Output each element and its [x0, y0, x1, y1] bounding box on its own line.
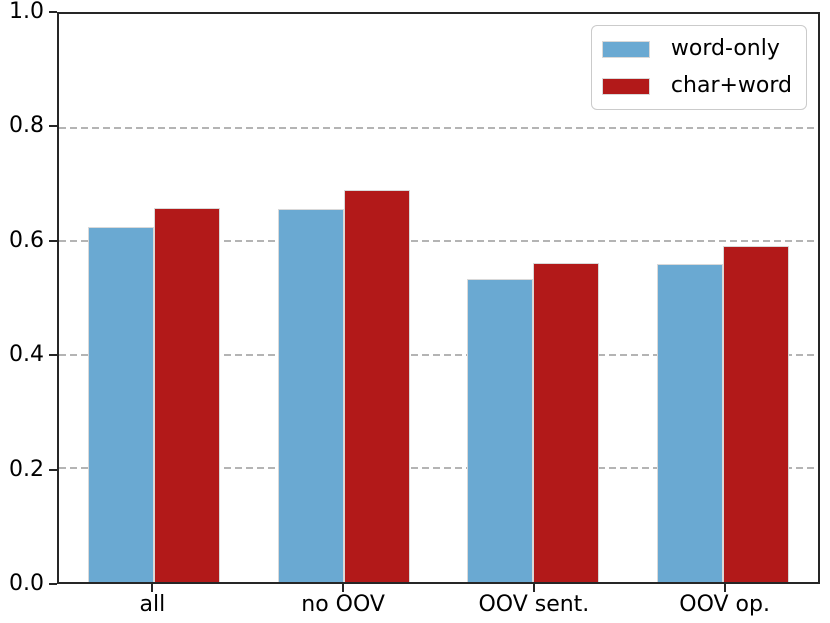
bar-group-oov-sent-: [439, 14, 629, 582]
x-tick-label: all: [139, 592, 166, 617]
legend-label: word-only: [670, 36, 780, 61]
y-axis: 0.0 0.2 0.4 0.6 0.8 1.0: [0, 0, 57, 596]
legend: word-only char+word: [590, 25, 807, 110]
y-tick-label: 0.6: [9, 227, 44, 253]
bar: [87, 227, 154, 582]
bar: [277, 208, 344, 582]
legend-swatch-char-word: [601, 77, 650, 95]
y-tick: [49, 11, 57, 13]
bar: [533, 263, 600, 582]
bar: [343, 189, 410, 582]
x-tick-label: OOV op.: [679, 592, 770, 617]
x-tick-label: OOV sent.: [478, 592, 590, 617]
legend-label: char+word: [670, 73, 792, 98]
bar: [153, 208, 220, 582]
x-axis: all no OOV OOV sent. OOV op.: [57, 584, 820, 623]
x-tick: [342, 584, 345, 592]
bar-groups: [59, 14, 818, 582]
bar: [467, 278, 534, 582]
y-tick: [49, 354, 57, 357]
bar: [723, 246, 790, 582]
y-tick-label: 0.0: [9, 571, 44, 596]
y-tick-label: 0.4: [9, 342, 44, 368]
plot-area: word-only char+word: [57, 12, 820, 584]
y-tick: [49, 125, 57, 128]
y-tick: [49, 468, 57, 471]
y-tick-label: 0.2: [9, 456, 44, 482]
x-tick: [723, 584, 726, 592]
y-tick: [49, 239, 57, 242]
bar-group-oov-op-: [628, 14, 818, 582]
y-tick-label: 1.0: [9, 0, 44, 24]
legend-item: word-only: [601, 36, 792, 62]
bar: [657, 263, 724, 582]
x-tick: [532, 584, 535, 592]
bar-group-all: [59, 14, 249, 582]
legend-item: char+word: [601, 73, 792, 99]
bar-group-no-oov: [249, 14, 439, 582]
x-tick: [151, 584, 154, 592]
x-tick-label: no OOV: [301, 592, 385, 617]
legend-swatch-word-only: [601, 40, 650, 58]
y-tick: [49, 583, 57, 585]
y-tick-label: 0.8: [9, 113, 44, 139]
